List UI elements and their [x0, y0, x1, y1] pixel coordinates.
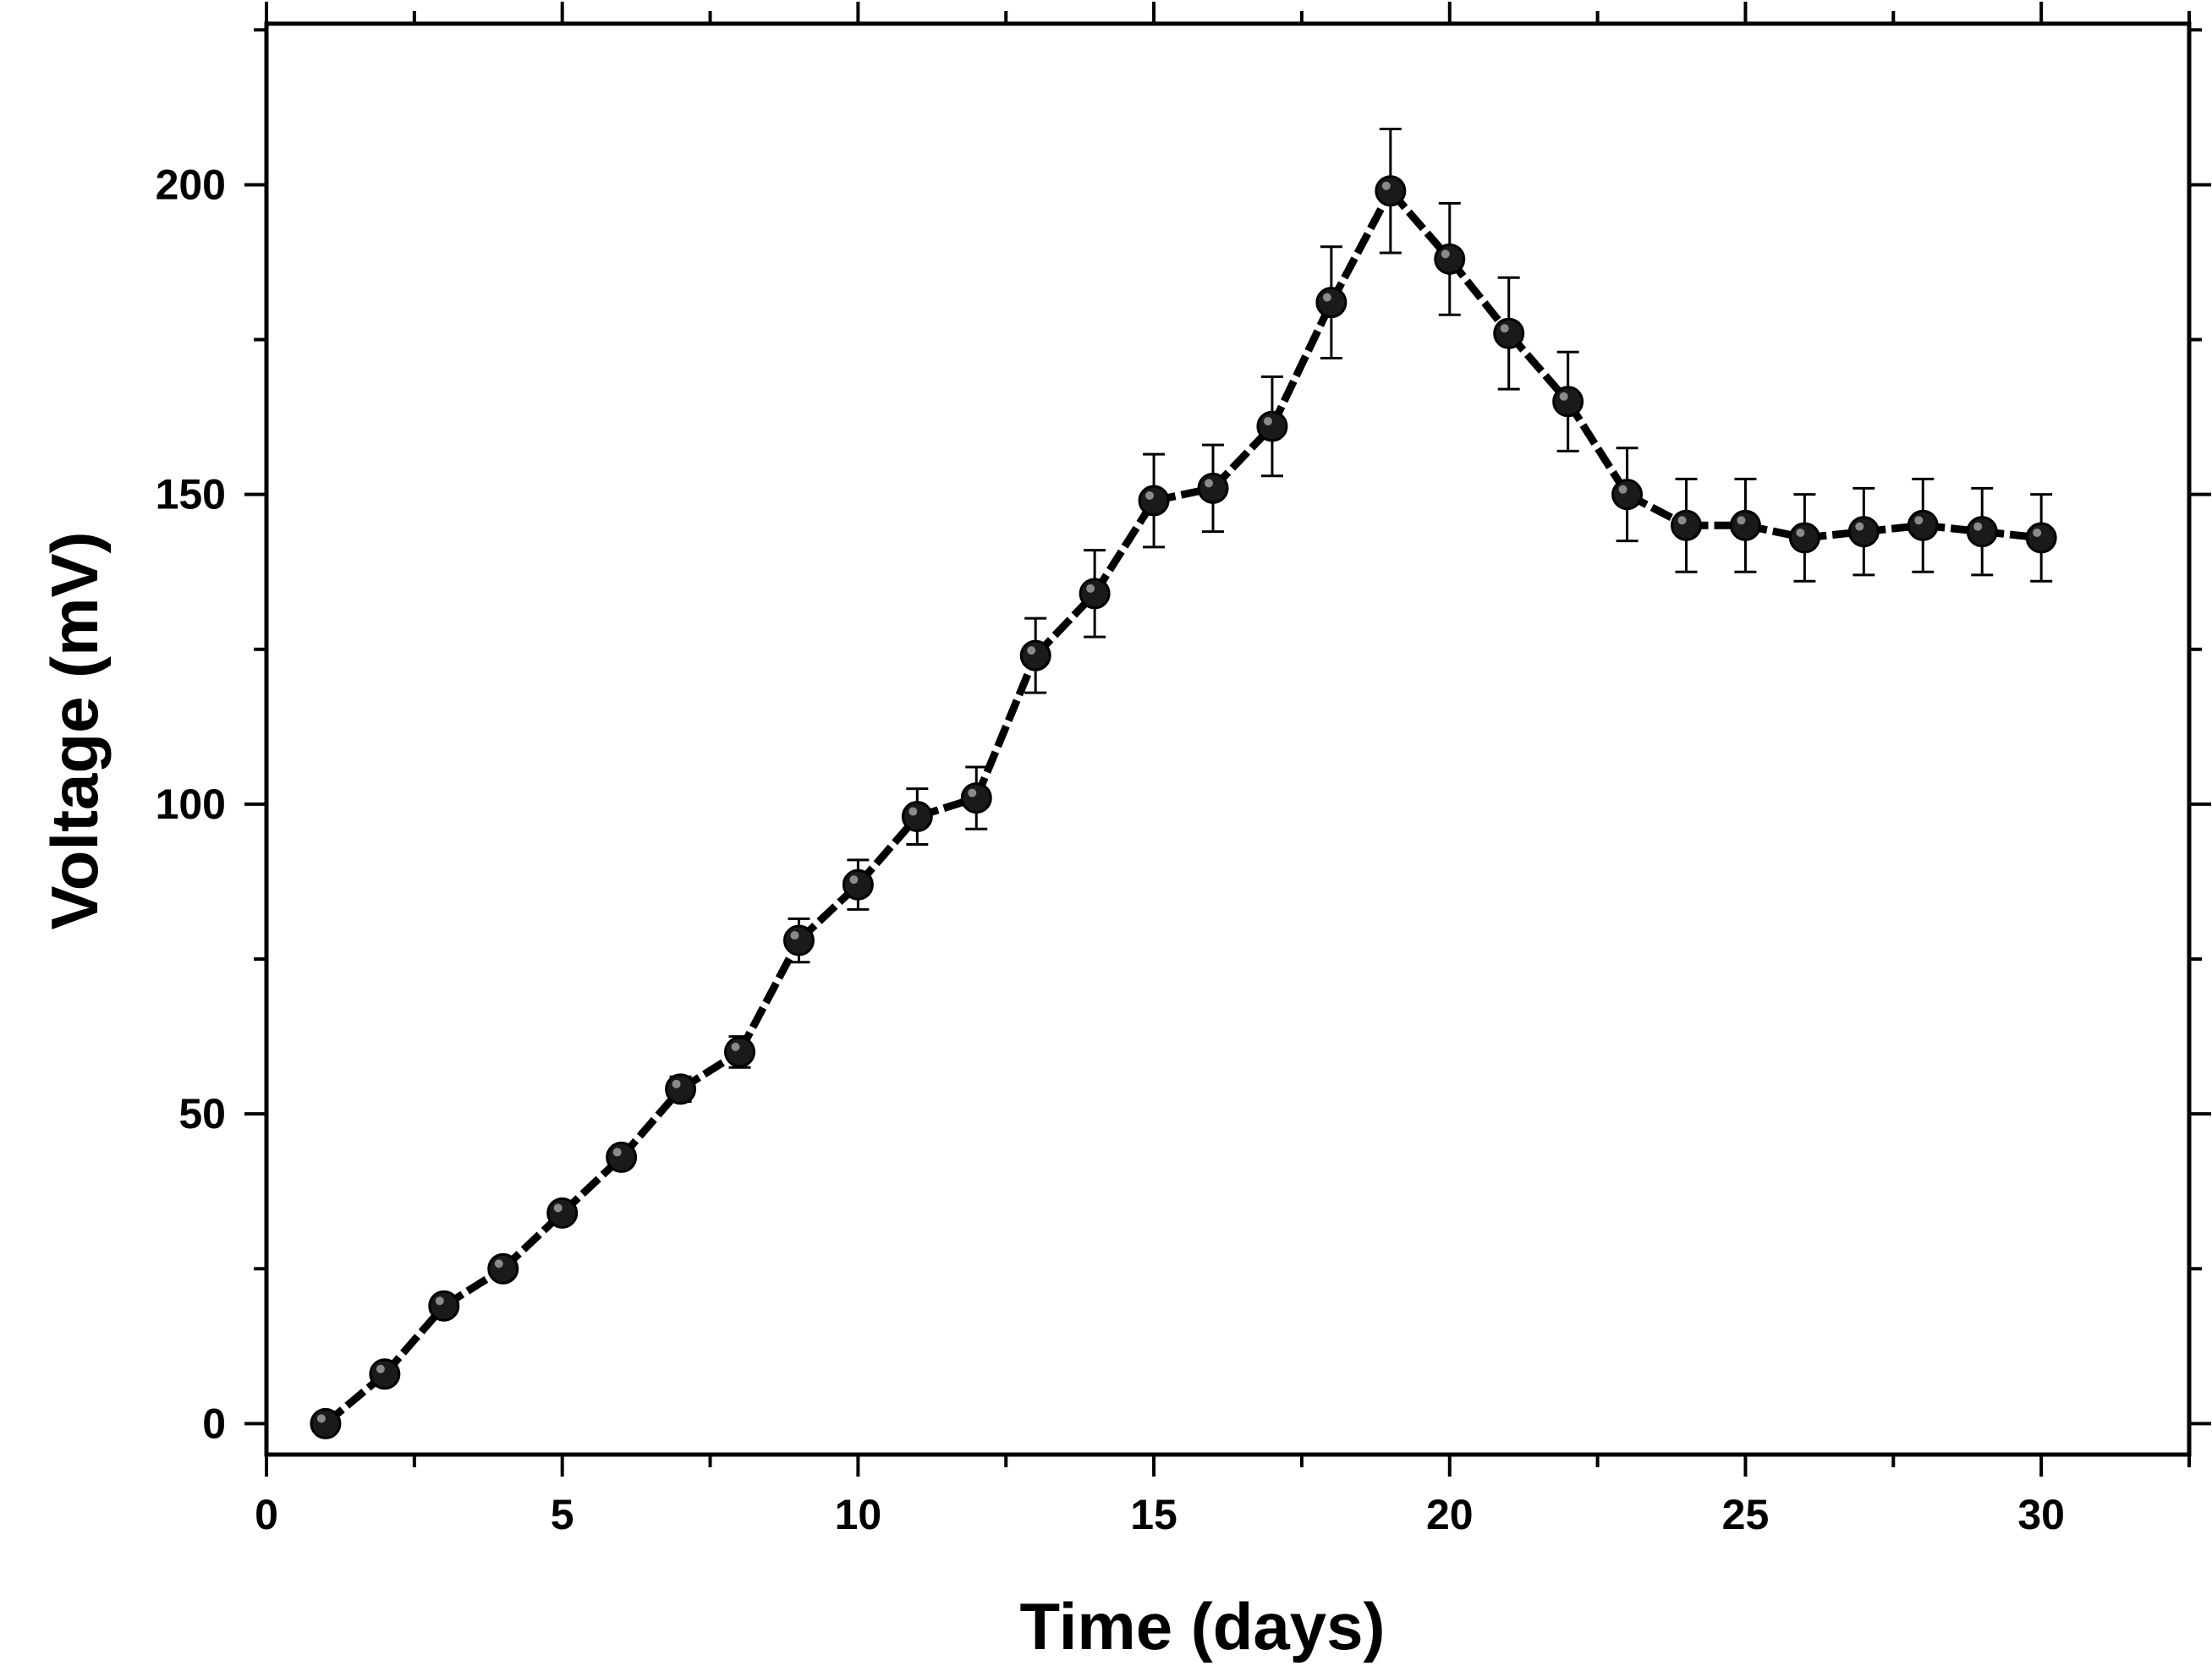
y-tick-label: 200	[156, 161, 226, 208]
data-point	[310, 1407, 342, 1439]
x-tick-label: 15	[1130, 1491, 1177, 1538]
data-point-highlight	[1441, 249, 1450, 259]
y-tick-label: 100	[156, 781, 226, 828]
data-point	[1552, 386, 1584, 418]
data-point	[1315, 287, 1348, 319]
data-point	[1729, 509, 1761, 541]
data-point-highlight	[612, 1148, 622, 1157]
series-line-layer	[323, 188, 2042, 1427]
data-point-highlight	[1086, 584, 1095, 593]
data-point	[428, 1290, 460, 1322]
data-point	[960, 782, 992, 814]
data-point	[1019, 639, 1051, 671]
data-point	[606, 1141, 638, 1173]
data-point	[1256, 410, 1288, 442]
data-point	[782, 924, 815, 956]
data-point	[1611, 479, 1644, 511]
series-line-segment	[1564, 399, 1631, 497]
data-point	[1788, 522, 1820, 554]
data-point	[1493, 317, 1525, 349]
data-point-highlight	[908, 807, 918, 816]
x-tick-label: 5	[551, 1491, 574, 1538]
x-tick-label: 25	[1722, 1491, 1770, 1538]
data-point	[1197, 472, 1229, 504]
data-point-highlight	[435, 1296, 444, 1306]
data-point-highlight	[1205, 479, 1214, 488]
data-point-highlight	[1322, 293, 1331, 302]
series-line-segment	[1091, 498, 1157, 596]
data-point	[369, 1358, 401, 1390]
data-point	[1847, 516, 1880, 548]
x-axis-title: Time (days)	[1019, 1589, 1385, 1663]
data-point	[1375, 175, 1407, 207]
labels-layer: Time (days) Voltage (mV)	[37, 532, 1386, 1663]
data-point	[724, 1036, 756, 1068]
data-point-highlight	[1618, 485, 1627, 494]
axes-layer: 0 5 10 15 20 25 30 0 50 100 150 200	[156, 2, 2211, 1538]
data-point	[1079, 578, 1111, 610]
data-point	[487, 1252, 519, 1285]
data-point-highlight	[1914, 516, 1924, 525]
data-point	[1907, 509, 1939, 541]
data-point-highlight	[1796, 528, 1805, 537]
series-line-segment	[1268, 300, 1335, 429]
data-point-highlight	[1855, 522, 1864, 531]
series-line-segment	[1446, 256, 1512, 337]
data-point	[1138, 485, 1170, 517]
data-point-highlight	[1973, 522, 1983, 531]
data-point-highlight	[376, 1364, 385, 1373]
series-line-segment	[973, 654, 1040, 800]
y-tick-label: 150	[156, 471, 226, 518]
y-tick-label: 0	[202, 1400, 226, 1447]
data-point	[1966, 516, 1998, 548]
data-point	[1434, 243, 1466, 275]
data-point-highlight	[968, 788, 977, 797]
data-point-highlight	[1677, 516, 1687, 525]
data-point-highlight	[1381, 181, 1391, 190]
x-tick-label: 30	[2017, 1491, 2065, 1538]
data-points-layer	[310, 175, 2057, 1439]
x-tick-label: 0	[255, 1491, 278, 1538]
data-point	[901, 801, 933, 833]
data-point-highlight	[1263, 417, 1272, 426]
data-point-highlight	[1737, 516, 1746, 525]
data-point	[546, 1197, 579, 1229]
data-point	[2025, 522, 2057, 554]
data-point-highlight	[494, 1259, 503, 1269]
data-point-highlight	[672, 1079, 681, 1088]
data-point-highlight	[1559, 392, 1568, 401]
series-line-segment	[736, 938, 803, 1055]
data-point-highlight	[1145, 491, 1155, 500]
data-point-highlight	[731, 1042, 740, 1051]
data-point-highlight	[316, 1414, 326, 1423]
y-axis-title: Voltage (mV)	[37, 532, 112, 930]
plot-frame	[264, 21, 2192, 1457]
data-point-highlight	[790, 931, 799, 940]
data-point-highlight	[2033, 528, 2042, 537]
y-tick-label: 50	[178, 1090, 226, 1137]
data-point-highlight	[1500, 324, 1509, 333]
data-point-highlight	[1027, 646, 1036, 655]
data-point	[1671, 509, 1703, 541]
data-point	[665, 1073, 697, 1105]
series-line-segment	[1327, 189, 1394, 304]
data-point-highlight	[849, 875, 859, 885]
data-point	[842, 869, 874, 901]
x-tick-label: 20	[1426, 1491, 1474, 1538]
x-tick-label: 10	[835, 1491, 882, 1538]
data-point-highlight	[553, 1203, 563, 1213]
error-bars-layer	[669, 128, 2053, 1103]
